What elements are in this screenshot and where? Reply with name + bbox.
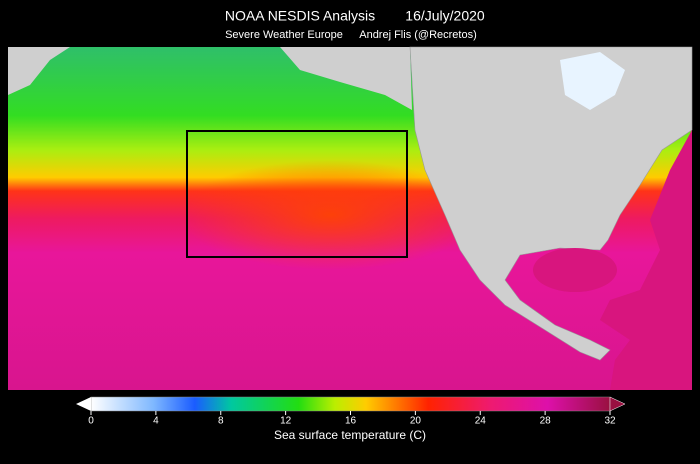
highlight-box	[186, 130, 408, 258]
land-north-america	[409, 46, 693, 361]
land-alaska	[280, 47, 412, 110]
author: Andrej Flis (@Recretos)	[359, 29, 477, 41]
colorbar-gradient	[90, 396, 611, 412]
warm-anomaly	[180, 160, 480, 270]
colorbar-max-arrow	[609, 396, 626, 412]
gulf-of-mexico	[533, 248, 617, 292]
colorbar-tick-label: 8	[218, 416, 224, 427]
colorbar-tick-label: 32	[604, 416, 616, 427]
colorbar-label: Sea surface temperature (C)	[274, 428, 426, 442]
source: Severe Weather Europe	[225, 29, 343, 41]
colorbar-min-arrow	[76, 397, 91, 411]
colorbar-tick-label: 4	[153, 416, 159, 427]
colorbar-tick-label: 20	[410, 416, 422, 427]
hudson-bay	[560, 52, 625, 110]
title: NOAA NESDIS Analysis	[225, 8, 375, 24]
colorbar-tick-label: 28	[540, 416, 552, 427]
colorbar: Sea surface temperature (C)	[76, 396, 626, 442]
date: 16/July/2020	[405, 8, 485, 24]
map	[8, 46, 693, 390]
colorbar-tick-label: 24	[475, 416, 487, 427]
land-siberia	[8, 47, 70, 95]
atlantic	[600, 130, 692, 390]
colorbar-tick-label: 16	[345, 416, 357, 427]
colorbar-tick-label: 12	[280, 416, 292, 427]
colorbar-tick-label: 0	[88, 416, 94, 427]
